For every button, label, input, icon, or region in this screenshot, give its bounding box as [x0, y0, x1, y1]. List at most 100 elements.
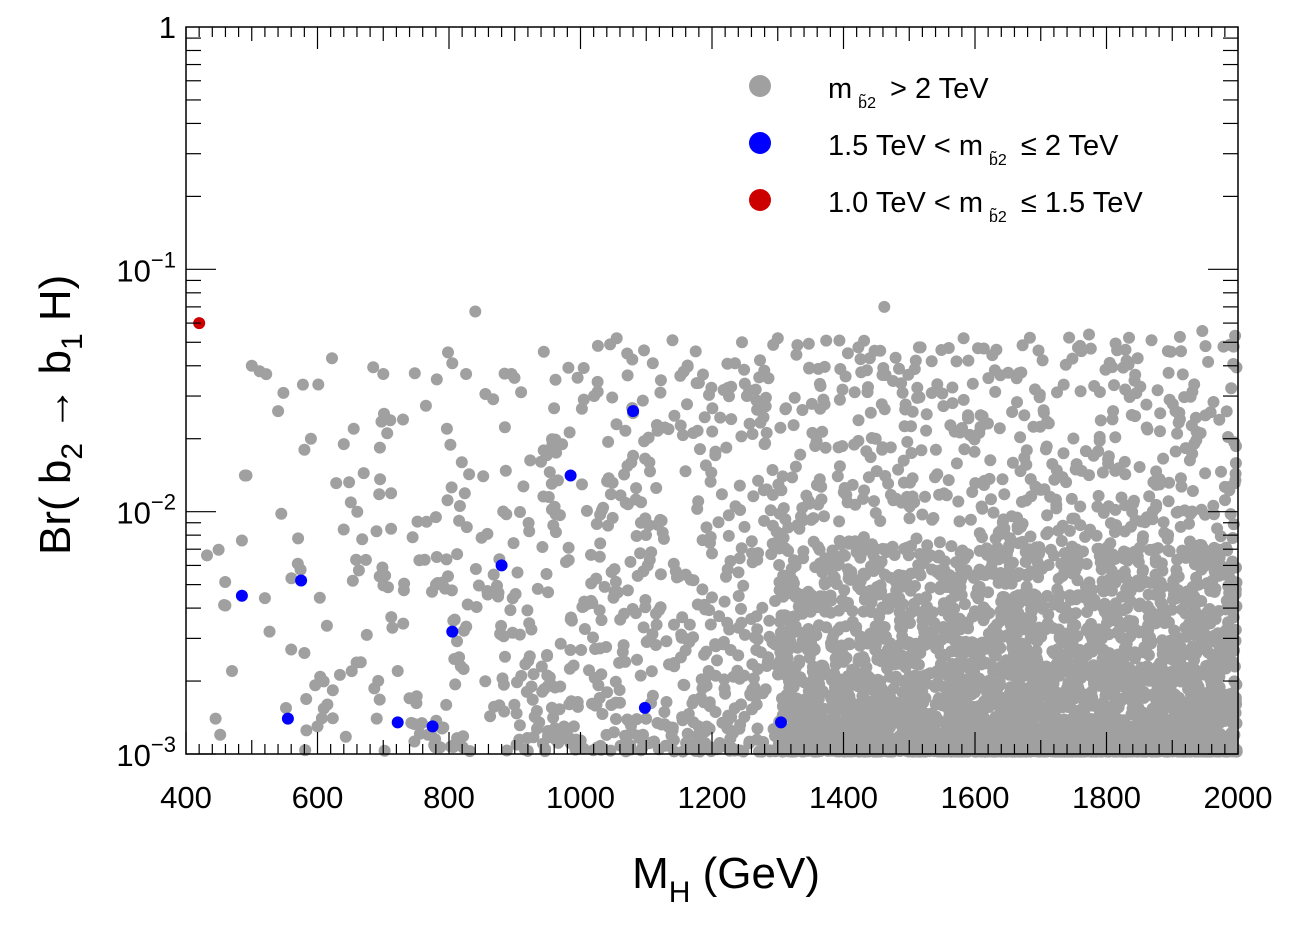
grey-point — [610, 418, 623, 431]
grey-point — [451, 548, 464, 561]
grey-point — [832, 604, 845, 617]
grey-point — [1210, 704, 1223, 717]
grey-point — [1083, 642, 1096, 655]
grey-point — [311, 720, 324, 733]
grey-point — [1188, 378, 1201, 391]
x-tick-label: 2000 — [1204, 780, 1273, 815]
grey-point — [814, 380, 827, 392]
grey-point — [939, 649, 952, 662]
grey-point — [1043, 729, 1056, 742]
grey-point — [214, 728, 227, 741]
grey-point — [977, 342, 990, 355]
grey-point — [1176, 368, 1189, 381]
grey-point — [1124, 594, 1137, 607]
grey-point — [884, 441, 897, 454]
grey-point — [1128, 545, 1141, 558]
grey-point — [1061, 665, 1074, 677]
grey-point — [1045, 692, 1058, 705]
grey-point — [735, 430, 748, 443]
grey-point — [1123, 391, 1136, 403]
grey-point — [676, 429, 689, 442]
grey-point — [935, 344, 948, 356]
grey-point — [272, 405, 285, 418]
x-tick-label: 1000 — [546, 780, 615, 815]
grey-point — [1102, 664, 1115, 677]
grey-point — [1046, 645, 1059, 658]
grey-point — [696, 583, 709, 596]
grey-point — [560, 556, 572, 568]
grey-point — [1115, 491, 1128, 504]
grey-point — [507, 537, 520, 550]
grey-point — [360, 628, 373, 641]
grey-point — [837, 655, 850, 668]
grey-point — [835, 742, 848, 755]
grey-point — [511, 566, 524, 579]
grey-point — [1184, 390, 1197, 403]
grey-point — [1154, 407, 1167, 420]
grey-point — [1219, 662, 1232, 675]
grey-point — [1006, 456, 1019, 469]
grey-point — [320, 619, 333, 632]
grey-point — [718, 673, 731, 686]
grey-point — [626, 603, 639, 615]
grey-point — [525, 623, 538, 636]
grey-point — [1171, 427, 1184, 440]
grey-point — [1133, 680, 1146, 693]
grey-point — [750, 610, 763, 623]
grey-point — [429, 511, 442, 524]
grey-point — [809, 440, 822, 452]
grey-point — [436, 576, 449, 589]
grey-point — [1209, 613, 1222, 625]
grey-point — [934, 693, 947, 706]
grey-point — [691, 739, 704, 752]
x-tick-label: 1600 — [941, 780, 1010, 815]
blue-point — [426, 720, 439, 733]
grey-point — [765, 548, 778, 561]
grey-point — [543, 466, 556, 479]
grey-point — [469, 563, 482, 575]
grey-point — [931, 378, 944, 391]
grey-point — [978, 479, 991, 491]
grey-point — [848, 386, 861, 399]
grey-point — [889, 351, 902, 364]
grey-point — [957, 332, 970, 345]
grey-point — [843, 637, 855, 650]
grey-point — [1214, 730, 1227, 742]
grey-point — [929, 443, 942, 456]
grey-point — [640, 712, 653, 725]
grey-point — [792, 600, 805, 613]
grey-point — [901, 435, 914, 448]
grey-point — [868, 711, 881, 724]
grey-point — [1225, 382, 1238, 395]
grey-point — [1137, 576, 1150, 589]
grey-point — [589, 643, 602, 655]
grey-point — [1067, 432, 1080, 445]
grey-point — [1027, 420, 1040, 433]
grey-point — [1230, 678, 1243, 691]
grey-point — [776, 470, 789, 483]
grey-point — [1055, 535, 1068, 547]
grey-point — [605, 566, 618, 578]
grey-point — [721, 381, 734, 394]
grey-point — [1152, 542, 1164, 555]
grey-point — [774, 421, 787, 434]
grey-point — [1019, 555, 1032, 568]
grey-point — [1018, 649, 1031, 662]
grey-point — [1170, 663, 1183, 676]
grey-point — [1072, 341, 1084, 354]
grey-point — [1179, 722, 1192, 735]
grey-point — [722, 529, 735, 542]
grey-point — [700, 645, 713, 658]
grey-point — [683, 618, 696, 631]
grey-point — [619, 424, 632, 437]
grey-point — [542, 586, 555, 599]
grey-point — [987, 506, 1000, 519]
grey-point — [772, 668, 784, 681]
grey-point — [1035, 662, 1048, 675]
grey-point — [1054, 601, 1067, 613]
grey-point — [637, 621, 650, 634]
grey-point — [627, 449, 640, 462]
grey-point — [508, 698, 521, 711]
grey-point — [1003, 668, 1016, 681]
grey-point — [746, 556, 759, 569]
